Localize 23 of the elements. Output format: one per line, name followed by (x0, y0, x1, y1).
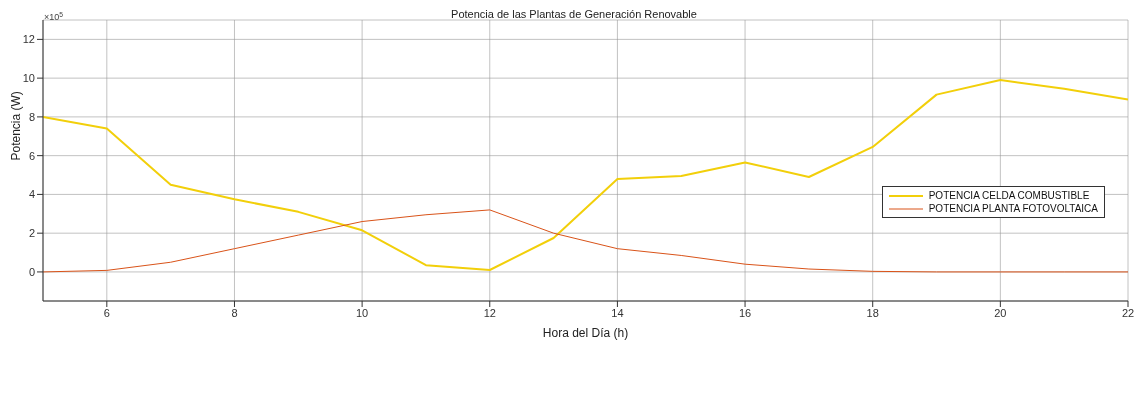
legend-label: POTENCIA CELDA COMBUSTIBLE (928, 189, 1090, 202)
x-tick-label: 22 (1121, 306, 1135, 319)
y-tick-label: 6 (28, 149, 35, 162)
x-tick-label: 18 (866, 306, 879, 319)
x-tick-label: 6 (103, 306, 110, 319)
line-series (43, 79, 1128, 271)
y-tick-label: 0 (28, 265, 35, 278)
y-tick-label: 8 (28, 110, 35, 123)
y-axis-title: Potencia (W) (9, 91, 24, 161)
x-tick-label: 16 (738, 306, 752, 319)
x-tick-label: 8 (231, 306, 238, 319)
y-tick-label: 10 (22, 72, 35, 85)
x-tick-label: 12 (483, 306, 496, 319)
legend-label: POTENCIA PLANTA FOTOVOLTAICA (928, 202, 1098, 215)
annotation: ×10$^{5}$ (44, 10, 64, 22)
y-tick-label: 12 (22, 33, 35, 46)
chart-title: Potencia de las Plantas de Generación Renovable (451, 8, 697, 20)
x-tick-label: 14 (611, 306, 624, 319)
y-tick-label: 2 (28, 227, 35, 240)
x-axis-title: Hora del Día (h) (542, 326, 629, 340)
x-tick-label: 10 (355, 306, 369, 319)
y-tick-label: 4 (28, 188, 35, 201)
x-tick-label: 20 (994, 306, 1007, 319)
